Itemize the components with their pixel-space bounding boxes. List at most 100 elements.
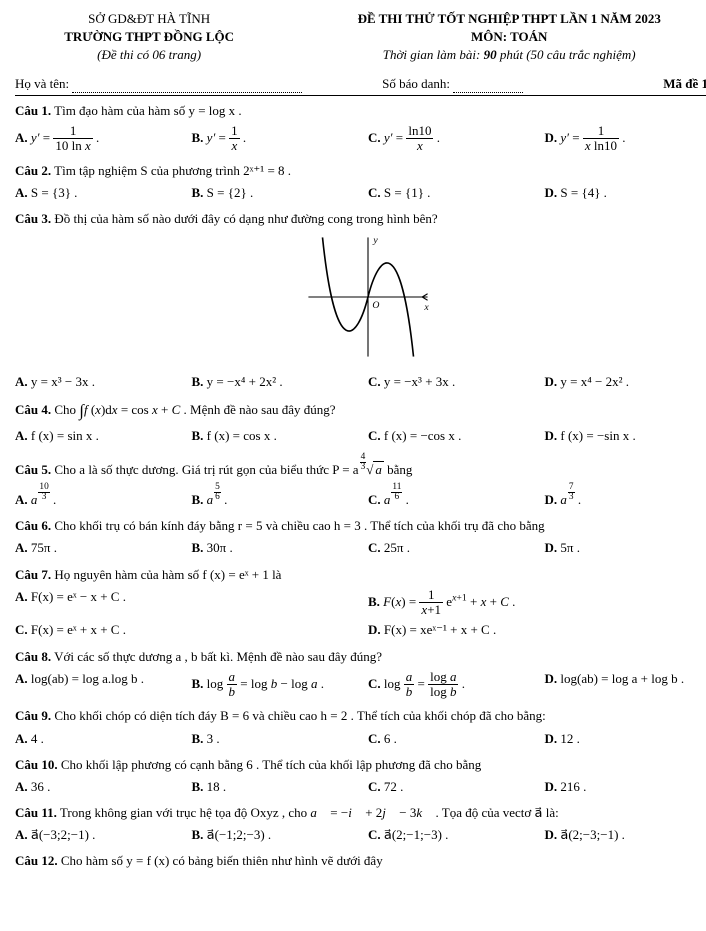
q7-b: B. F(x) = 1x+1 ex+1 + x + C . — [368, 586, 706, 620]
q11-a: A. a⃗(−3;2;−1) . — [15, 824, 192, 846]
question-6: Câu 6. Cho khối trụ có bán kính đáy bằng… — [15, 517, 706, 535]
question-5: Câu 5. Cho a là số thực dương. Giá trị r… — [15, 453, 706, 479]
q9-options: A. 4 . B. 3 . C. 6 . D. 12 . — [15, 728, 706, 750]
q1-label: Câu 1. — [15, 103, 51, 118]
q11-label: Câu 11. — [15, 805, 57, 820]
q2-d: D. S = {4} . — [545, 182, 706, 204]
pages-note: (Đề thi có 06 trang) — [15, 46, 283, 64]
question-12: Câu 12. Cho hàm số y = f (x) có bảng biế… — [15, 852, 706, 870]
q3-graph: x y O — [15, 232, 706, 367]
name-label: Họ và tên: — [15, 76, 69, 91]
q10-c: C. 72 . — [368, 776, 545, 798]
q9-text: Cho khối chóp có diện tích đáy B = 6 và … — [54, 708, 545, 723]
header-left: SỞ GD&ĐT HÀ TĨNH TRƯỜNG THPT ĐỒNG LỘC (Đ… — [15, 10, 283, 65]
q7-label: Câu 7. — [15, 567, 51, 582]
q8-text: Với các số thực dương a , b bất kì. Mệnh… — [54, 649, 382, 664]
svg-text:O: O — [372, 300, 379, 311]
q7-c: C. F(x) = eˣ + x + C . — [15, 619, 368, 641]
q12-text: Cho hàm số y = f (x) có bảng biến thiên … — [61, 853, 383, 868]
header: SỞ GD&ĐT HÀ TĨNH TRƯỜNG THPT ĐỒNG LỘC (Đ… — [15, 10, 706, 65]
q4-options: A. f (x) = sin x . B. f (x) = cos x . C.… — [15, 425, 706, 447]
q7-d: D. F(x) = xeˣ⁻¹ + x + C . — [368, 619, 706, 641]
cubic-curve-icon: x y O — [303, 232, 433, 362]
header-right: ĐỀ THI THỬ TỐT NGHIỆP THPT LẦN 1 NĂM 202… — [297, 10, 706, 65]
q5-c: C. a116 . — [368, 481, 545, 511]
q9-a: A. 4 . — [15, 728, 192, 750]
q4-text-after: . Mệnh đề nào sau đây đúng? — [184, 402, 336, 417]
question-3: Câu 3. Đồ thị của hàm số nào dưới đây có… — [15, 210, 706, 228]
dept-name: SỞ GD&ĐT HÀ TĨNH — [15, 10, 283, 28]
school-name: TRƯỜNG THPT ĐỒNG LỘC — [15, 28, 283, 46]
q11-c: C. a⃗(2;−1;−3) . — [368, 824, 545, 846]
q9-d: D. 12 . — [545, 728, 706, 750]
q4-a: A. f (x) = sin x . — [15, 425, 192, 447]
q3-d: D. y = x⁴ − 2x² . — [545, 371, 706, 393]
question-11: Câu 11. Trong không gian với trục hệ tọa… — [15, 804, 706, 822]
q5-b: B. a56 . — [192, 481, 369, 511]
q2-b: B. S = {2} . — [192, 182, 369, 204]
q5-text-after: bằng — [387, 462, 412, 477]
q6-c: C. 25π . — [368, 537, 545, 559]
q6-b: B. 30π . — [192, 537, 369, 559]
q11-options: A. a⃗(−3;2;−1) . B. a⃗(−1;2;−3) . C. a⃗(… — [15, 824, 706, 846]
q2-text: Tìm tập nghiệm S của phương trình 2ˣ⁺¹ =… — [54, 163, 291, 178]
q7-options: A. F(x) = eˣ − x + C . B. F(x) = 1x+1 ex… — [15, 586, 706, 642]
question-10: Câu 10. Cho khối lập phương có cạnh bằng… — [15, 756, 706, 774]
q1-a: A. y′ = 110 ln x . — [15, 122, 192, 156]
question-9: Câu 9. Cho khối chóp có diện tích đáy B … — [15, 707, 706, 725]
q2-label: Câu 2. — [15, 163, 51, 178]
q1-b: B. y′ = 1x . — [192, 122, 369, 156]
q6-d: D. 5π . — [545, 537, 706, 559]
q3-b: B. y = −x⁴ + 2x² . — [192, 371, 369, 393]
q9-c: C. 6 . — [368, 728, 545, 750]
q1-options: A. y′ = 110 ln x . B. y′ = 1x . C. y′ = … — [15, 122, 706, 156]
q9-b: B. 3 . — [192, 728, 369, 750]
q2-c: C. S = {1} . — [368, 182, 545, 204]
q9-label: Câu 9. — [15, 708, 51, 723]
q3-label: Câu 3. — [15, 211, 51, 226]
q11-text-before: Trong không gian với trục hệ tọa độ Oxyz… — [60, 805, 310, 820]
q1-text: Tìm đạo hàm của hàm số y = log x . — [54, 103, 242, 118]
q6-options: A. 75π . B. 30π . C. 25π . D. 5π . — [15, 537, 706, 559]
q4-d: D. f (x) = −sin x . — [545, 425, 706, 447]
q4-label: Câu 4. — [15, 402, 51, 417]
q1-d: D. y′ = 1x ln10 . — [545, 122, 706, 156]
q8-c: C. log ab = log alog b . — [368, 668, 545, 702]
q3-options: A. y = x³ − 3x . B. y = −x⁴ + 2x² . C. y… — [15, 371, 706, 393]
q3-c: C. y = −x³ + 3x . — [368, 371, 545, 393]
student-name-field: Họ và tên: — [15, 75, 382, 93]
q12-label: Câu 12. — [15, 853, 58, 868]
q8-label: Câu 8. — [15, 649, 51, 664]
q10-options: A. 36 . B. 18 . C. 72 . D. 216 . — [15, 776, 706, 798]
q2-options: A. S = {3} . B. S = {2} . C. S = {1} . D… — [15, 182, 706, 204]
id-label: Số báo danh: — [382, 76, 450, 91]
id-blank — [453, 79, 523, 93]
q8-options: A. log(ab) = log a.log b . B. log ab = l… — [15, 668, 706, 702]
q8-a: A. log(ab) = log a.log b . — [15, 668, 192, 702]
q10-d: D. 216 . — [545, 776, 706, 798]
q5-d: D. a73 . — [545, 481, 706, 511]
exam-subject: MÔN: TOÁN — [297, 28, 706, 46]
question-1: Câu 1. Tìm đạo hàm của hàm số y = log x … — [15, 102, 706, 120]
q11-text-after: . Tọa độ của vectơ a⃗ là: — [436, 805, 559, 820]
q2-a: A. S = {3} . — [15, 182, 192, 204]
question-7: Câu 7. Họ nguyên hàm của hàm số f (x) = … — [15, 566, 706, 584]
student-info: Họ và tên: Số báo danh: Mã đề 101 — [15, 75, 706, 93]
question-2: Câu 2. Tìm tập nghiệm S của phương trình… — [15, 162, 706, 180]
q6-text: Cho khối trụ có bán kính đáy bằng r = 5 … — [54, 518, 544, 533]
q6-label: Câu 6. — [15, 518, 51, 533]
q11-b: B. a⃗(−1;2;−3) . — [192, 824, 369, 846]
q5-label: Câu 5. — [15, 462, 51, 477]
name-blank — [72, 79, 302, 93]
q7-a: A. F(x) = eˣ − x + C . — [15, 586, 368, 620]
q10-text: Cho khối lập phương có cạnh bằng 6 . Thể… — [61, 757, 481, 772]
q7-text: Họ nguyên hàm của hàm số f (x) = eˣ + 1 … — [54, 567, 281, 582]
q11-d: D. a⃗(2;−3;−1) . — [545, 824, 706, 846]
q8-b: B. log ab = log b − log a . — [192, 668, 369, 702]
question-8: Câu 8. Với các số thực dương a , b bất k… — [15, 648, 706, 666]
exam-code: Mã đề 101 — [580, 75, 706, 93]
q5-text: Cho a là số thực dương. Giá trị rút gọn … — [54, 462, 358, 477]
exam-title: ĐỀ THI THỬ TỐT NGHIỆP THPT LẦN 1 NĂM 202… — [297, 10, 706, 28]
q6-a: A. 75π . — [15, 537, 192, 559]
question-4: Câu 4. Cho ∫f (x)dx = cos x + C . Mệnh đ… — [15, 399, 706, 423]
